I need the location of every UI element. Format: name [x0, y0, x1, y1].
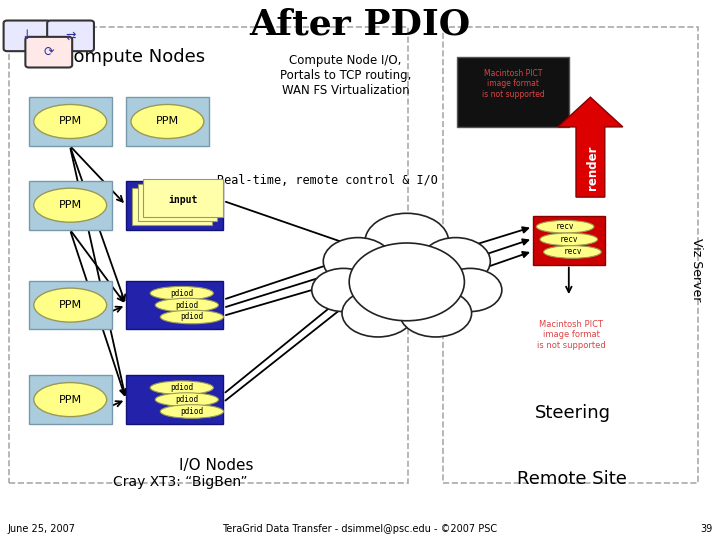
- Bar: [9, 27, 408, 483]
- Text: PPM: PPM: [58, 117, 82, 126]
- Text: input: input: [168, 195, 198, 205]
- Ellipse shape: [34, 188, 107, 222]
- Bar: [29, 181, 112, 230]
- Ellipse shape: [156, 298, 218, 312]
- Text: ⇄: ⇄: [66, 30, 76, 43]
- Text: pdiod: pdiod: [180, 313, 204, 321]
- Text: ETF Net: ETF Net: [374, 296, 439, 314]
- Text: pdiod: pdiod: [180, 407, 204, 416]
- Text: Compute Node I/O,
Portals to TCP routing,
WAN FS Virtualization: Compute Node I/O, Portals to TCP routing…: [280, 54, 411, 97]
- Text: recv: recv: [563, 247, 582, 256]
- Ellipse shape: [34, 382, 107, 417]
- Bar: [457, 57, 569, 127]
- Ellipse shape: [540, 233, 598, 246]
- Ellipse shape: [312, 268, 375, 312]
- FancyBboxPatch shape: [48, 21, 94, 51]
- Text: ⟳: ⟳: [43, 46, 54, 59]
- FancyArrow shape: [558, 97, 623, 197]
- Text: PPM: PPM: [58, 300, 82, 310]
- Ellipse shape: [34, 288, 107, 322]
- FancyBboxPatch shape: [25, 37, 72, 68]
- Bar: [126, 181, 223, 230]
- Bar: [126, 97, 209, 146]
- Text: PPM: PPM: [156, 117, 179, 126]
- Text: Compute Nodes: Compute Nodes: [61, 48, 205, 66]
- Text: recv: recv: [556, 222, 575, 231]
- Bar: [29, 281, 112, 329]
- Text: 39: 39: [701, 523, 713, 534]
- Text: June 25, 2007: June 25, 2007: [7, 523, 75, 534]
- Ellipse shape: [323, 238, 392, 285]
- Ellipse shape: [544, 246, 601, 258]
- Ellipse shape: [150, 286, 213, 300]
- Bar: [29, 97, 112, 146]
- FancyBboxPatch shape: [4, 21, 50, 51]
- Text: render: render: [586, 145, 599, 190]
- Bar: [126, 375, 223, 424]
- Text: pdiod: pdiod: [175, 395, 199, 404]
- FancyBboxPatch shape: [132, 188, 212, 225]
- Ellipse shape: [536, 220, 594, 233]
- Text: ↓: ↓: [22, 30, 32, 43]
- Bar: [443, 27, 698, 483]
- Bar: [29, 375, 112, 424]
- Text: Cray XT3: “BigBen”: Cray XT3: “BigBen”: [113, 475, 247, 489]
- Ellipse shape: [156, 393, 218, 407]
- Text: pdiod: pdiod: [175, 301, 199, 309]
- Ellipse shape: [34, 105, 107, 138]
- Ellipse shape: [365, 213, 449, 269]
- Text: Steering: Steering: [534, 404, 611, 422]
- Ellipse shape: [161, 310, 223, 324]
- Ellipse shape: [342, 289, 414, 337]
- Text: Viz Server: Viz Server: [690, 238, 703, 302]
- Text: Macintosh PICT
image format
is not supported: Macintosh PICT image format is not suppo…: [482, 69, 545, 99]
- Text: recv: recv: [559, 235, 578, 244]
- Bar: [533, 216, 605, 265]
- Ellipse shape: [150, 381, 213, 395]
- Text: Remote Site: Remote Site: [518, 470, 627, 488]
- Ellipse shape: [349, 243, 464, 321]
- Ellipse shape: [438, 268, 502, 312]
- Text: I/O Nodes: I/O Nodes: [179, 458, 253, 473]
- Bar: [126, 281, 223, 329]
- Ellipse shape: [161, 404, 223, 418]
- Ellipse shape: [400, 289, 472, 337]
- Text: Real-time, remote control & I/O: Real-time, remote control & I/O: [217, 174, 438, 187]
- Ellipse shape: [131, 105, 204, 138]
- Text: After PDIO: After PDIO: [249, 8, 471, 41]
- Text: ®: ®: [50, 33, 58, 39]
- Text: pdiod: pdiod: [170, 383, 194, 392]
- Text: PPM: PPM: [58, 395, 82, 404]
- FancyBboxPatch shape: [143, 179, 223, 217]
- Text: TeraGrid: TeraGrid: [13, 33, 60, 44]
- FancyBboxPatch shape: [138, 184, 217, 221]
- Ellipse shape: [421, 238, 490, 285]
- Text: pdiod: pdiod: [170, 289, 194, 298]
- Text: PPM: PPM: [58, 200, 82, 210]
- Text: TeraGrid Data Transfer - dsimmel@psc.edu - ©2007 PSC: TeraGrid Data Transfer - dsimmel@psc.edu…: [222, 523, 498, 534]
- Text: Macintosh PICT
image format
is not supported: Macintosh PICT image format is not suppo…: [536, 320, 606, 350]
- Text: WAN: WAN: [385, 250, 428, 268]
